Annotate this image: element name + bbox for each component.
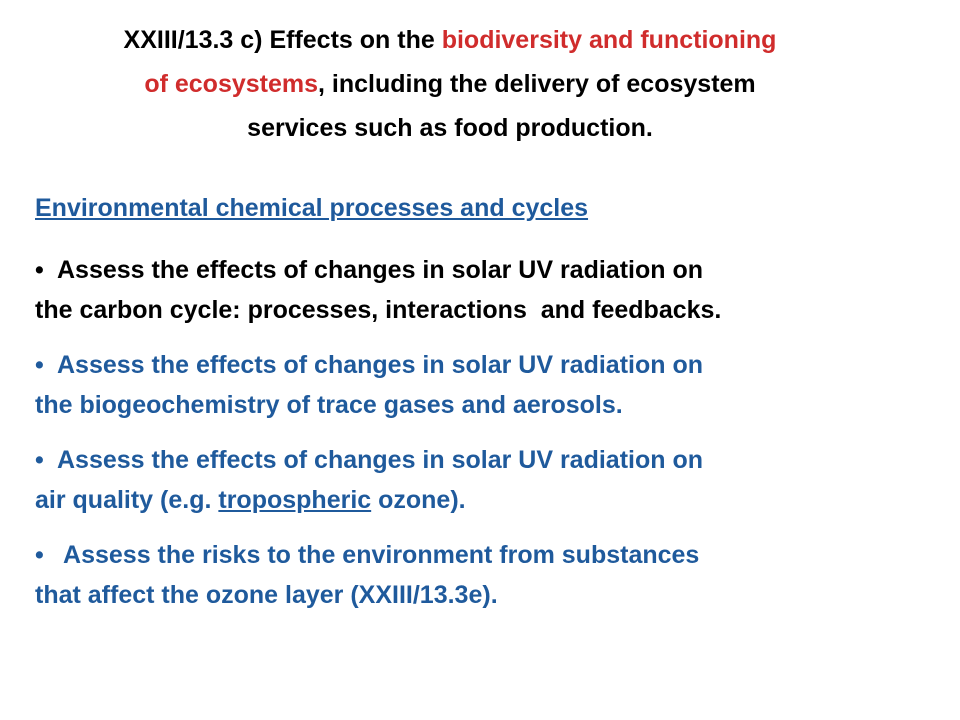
- bullet-line: Assess the effects of changes in solar U…: [57, 351, 704, 379]
- bullet-dot: •: [35, 541, 44, 569]
- bullet-line: air quality (e.g. tropospheric ozone).: [35, 480, 940, 520]
- title-line: of ecosystems, including the delivery of…: [0, 62, 900, 106]
- bullet-line: the carbon cycle: processes, interaction…: [35, 296, 722, 324]
- bullet: • Assess the effects of changes in solar…: [35, 345, 940, 425]
- title-text: services such as food production.: [247, 114, 653, 142]
- title-highlight: biodiversity and functioning: [441, 26, 777, 54]
- bullet: • Assess the risks to the environment fr…: [35, 535, 940, 615]
- title-line: XXIII/13.3 c) Effects on the biodiversit…: [0, 18, 900, 62]
- bullet-line: the biogeochemistry of trace gases and a…: [35, 391, 623, 419]
- section-heading: Environmental chemical processes and cyc…: [35, 194, 589, 222]
- bullet-line: Assess the effects of changes in solar U…: [57, 256, 704, 284]
- underlined-term: tropospheric: [218, 486, 372, 514]
- bullet-line: Assess the risks to the environment from…: [57, 541, 700, 569]
- bullet-dot: •: [35, 256, 44, 284]
- title-highlight: of ecosystems: [144, 70, 319, 98]
- bullet-dot: •: [35, 351, 44, 379]
- bullet-text: air quality (e.g.: [35, 486, 219, 514]
- bullet: • Assess the effects of changes in solar…: [35, 250, 940, 330]
- slide-title: XXIII/13.3 c) Effects on the biodiversit…: [0, 18, 900, 150]
- bullet-line: that affect the ozone layer (XXIII/13.3e…: [35, 581, 498, 609]
- bullet-dot: •: [35, 446, 44, 474]
- title-text: XXIII/13.3 c) Effects on the: [123, 26, 442, 54]
- bullet-list: • Assess the effects of changes in solar…: [35, 250, 940, 630]
- bullet-line: Assess the effects of changes in solar U…: [57, 446, 704, 474]
- title-text: , including the delivery of ecosystem: [318, 70, 756, 98]
- bullet-text: ozone).: [371, 486, 466, 514]
- bullet: • Assess the effects of changes in solar…: [35, 440, 940, 520]
